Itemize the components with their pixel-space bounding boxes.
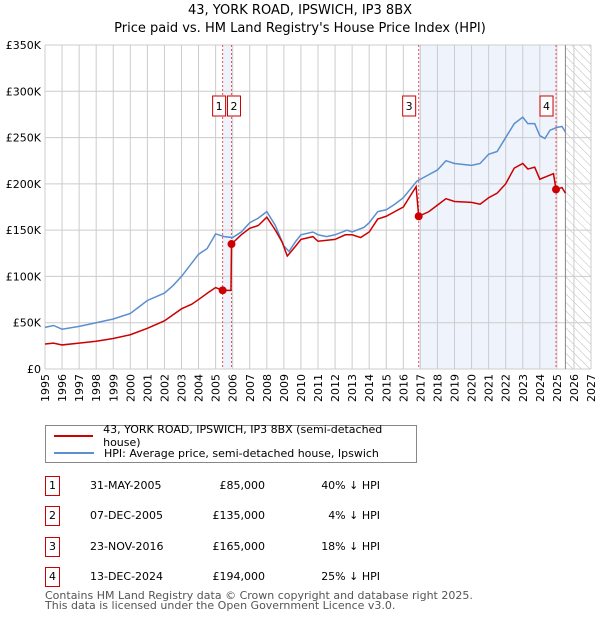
chart-title: 43, YORK ROAD, IPSWICH, IP3 8BX — [187, 3, 413, 18]
y-tick-label: £50K — [13, 317, 42, 330]
x-tick-label: 2003 — [176, 374, 189, 402]
sale-point — [552, 185, 561, 194]
sale-number-badge: 1 — [45, 476, 60, 496]
x-tick-label: 2000 — [124, 374, 137, 402]
x-tick-label: 2014 — [363, 374, 376, 402]
x-tick-label: 2026 — [568, 374, 581, 402]
sale-label-box — [212, 95, 227, 117]
x-tick-label: 1998 — [90, 374, 103, 402]
x-tick-label: 2008 — [261, 374, 274, 402]
sale-label-box — [402, 95, 417, 117]
sale-row: 2 07-DEC-2005 £135,000 4% ↓ HPI — [45, 506, 425, 526]
sale-price: £194,000 — [212, 570, 266, 583]
x-tick-label: 2021 — [483, 374, 496, 402]
sale-row: 3 23-NOV-2016 £165,000 18% ↓ HPI — [45, 537, 425, 557]
x-tick-label: 2023 — [517, 374, 530, 402]
y-tick-label: £0 — [27, 363, 41, 376]
sale-hpi-diff: 40% ↓ HPI — [321, 479, 380, 492]
footer-licence: This data is licensed under the Open Gov… — [45, 599, 396, 612]
x-tick-label: 2020 — [466, 374, 479, 402]
shaded-range — [222, 45, 232, 369]
sale-number-badge: 4 — [45, 567, 60, 587]
legend-label: HPI: Average price, semi-detached house,… — [104, 446, 379, 460]
sale-number-badge: 3 — [45, 537, 60, 557]
x-tick-label: 2006 — [227, 374, 240, 402]
x-tick-label: 2009 — [278, 374, 291, 402]
x-tick-label: 2027 — [585, 374, 598, 402]
x-tick-label: 1995 — [39, 374, 52, 402]
x-tick-label: 1996 — [56, 374, 69, 402]
y-tick-label: £200K — [6, 178, 42, 191]
x-tick-label: 2015 — [380, 374, 393, 402]
sale-point — [218, 286, 227, 295]
sale-number-badge: 2 — [45, 506, 60, 526]
y-tick-label: £300K — [6, 85, 42, 98]
chart-subtitle: Price paid vs. HM Land Registry's House … — [114, 21, 486, 36]
sale-hpi-diff: 18% ↓ HPI — [321, 540, 380, 553]
price-chart: 1995 1996 1997 1998 1999 2000 2001 2002 2003 2004… — [6, 39, 598, 402]
x-tick-label: 2016 — [397, 374, 410, 402]
x-tick-label: 2004 — [193, 374, 206, 402]
forecast-hatch — [565, 45, 591, 369]
x-tick-label: 2019 — [449, 374, 462, 402]
sale-hpi-diff: 4% ↓ HPI — [328, 509, 380, 522]
x-tick-label: 2024 — [534, 374, 547, 402]
sale-price: £85,000 — [219, 479, 266, 492]
legend-label: 43, YORK ROAD, IPSWICH, IP3 8BX (semi-de… — [103, 423, 383, 449]
x-tick-label: 2010 — [295, 374, 308, 402]
x-tick-label: 2012 — [329, 374, 342, 402]
x-tick-label: 2001 — [141, 374, 154, 402]
sale-label: 2 — [230, 100, 237, 113]
legend-item-hpi: HPI: Average price, semi-detached house,… — [54, 446, 379, 460]
shaded-range — [418, 45, 557, 369]
y-tick-label: £100K — [6, 270, 42, 283]
sale-date: 13-DEC-2024 — [90, 570, 164, 583]
legend: 43, YORK ROAD, IPSWICH, IP3 8BX (semi-de… — [45, 423, 417, 463]
footer-copyright: Contains HM Land Registry data © Crown c… — [45, 589, 473, 602]
x-tick-label: 2017 — [414, 374, 427, 402]
y-tick-label: £150K — [6, 224, 42, 237]
legend-swatch-red — [54, 435, 94, 437]
sale-price: £165,000 — [212, 540, 266, 553]
sale-label: 1 — [216, 100, 223, 113]
x-tick-label: 2022 — [500, 374, 513, 402]
x-tick-label: 2011 — [312, 374, 325, 402]
sale-label: 3 — [406, 100, 413, 113]
x-tick-label: 2002 — [158, 374, 171, 402]
x-tick-label: 2025 — [551, 374, 564, 402]
sale-point — [227, 240, 236, 249]
legend-item-property: 43, YORK ROAD, IPSWICH, IP3 8BX (semi-de… — [54, 423, 416, 449]
x-tick-label: 2005 — [210, 374, 223, 402]
series-line — [44, 116, 567, 330]
x-tick-label: 2018 — [431, 374, 444, 402]
sale-label-box — [226, 95, 241, 117]
sale-point — [414, 212, 423, 221]
legend-swatch-blue — [54, 452, 94, 454]
y-tick-label: £350K — [6, 39, 42, 52]
x-tick-label: 2013 — [346, 374, 359, 402]
x-tick-label: 1997 — [73, 374, 86, 402]
sale-label-box — [539, 95, 554, 117]
sale-hpi-diff: 25% ↓ HPI — [321, 570, 380, 583]
y-tick-label: £250K — [6, 132, 42, 145]
x-tick-label: 2007 — [244, 374, 257, 402]
sale-date: 23-NOV-2016 — [90, 540, 164, 553]
x-tick-label: 1999 — [107, 374, 120, 402]
sale-price: £135,000 — [212, 509, 266, 522]
sale-row: 4 13-DEC-2024 £194,000 25% ↓ HPI — [45, 567, 425, 587]
sale-date: 07-DEC-2005 — [90, 509, 164, 522]
series-line — [44, 162, 567, 346]
sale-label: 4 — [543, 100, 550, 113]
sale-row: 1 31-MAY-2005 £85,000 40% ↓ HPI — [45, 476, 425, 496]
sale-date: 31-MAY-2005 — [90, 479, 162, 492]
